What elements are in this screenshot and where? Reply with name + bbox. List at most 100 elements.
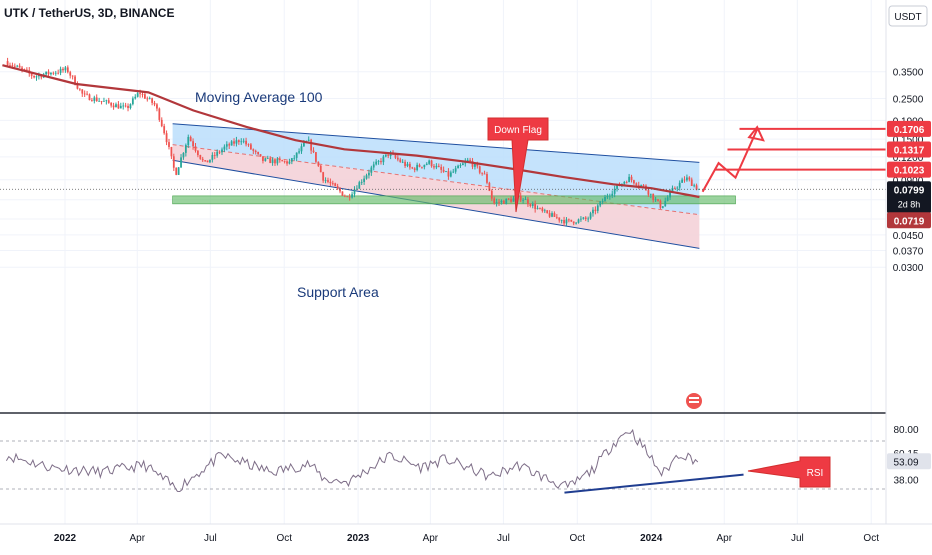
candle-body xyxy=(163,126,166,134)
candle-body xyxy=(192,141,194,147)
candle-body xyxy=(247,144,250,146)
candle-body xyxy=(334,183,337,187)
candle-body xyxy=(575,222,578,224)
flag-icon-stripe xyxy=(689,397,699,399)
candle-body xyxy=(103,100,105,102)
candle-body xyxy=(21,67,23,70)
candle-body xyxy=(466,159,469,162)
candle-body xyxy=(269,158,272,164)
candle-body xyxy=(153,102,156,105)
time-tick-label: Oct xyxy=(570,533,586,544)
candle-body xyxy=(64,67,67,71)
candle-body xyxy=(50,72,52,75)
moving-average-100-line[interactable] xyxy=(2,64,700,199)
candle-body xyxy=(437,165,440,167)
candle-body xyxy=(406,163,409,167)
rsi-pane[interactable] xyxy=(0,428,886,494)
candle-body xyxy=(288,161,291,164)
candle-body xyxy=(78,88,81,90)
candle-body xyxy=(281,160,284,162)
candle-body xyxy=(30,73,33,76)
candle-body xyxy=(447,171,450,177)
candle-body xyxy=(351,194,353,198)
candle-body xyxy=(23,69,26,70)
candle-body xyxy=(274,159,276,164)
currency-button-label: USDT xyxy=(894,12,921,23)
candle-body xyxy=(596,205,599,211)
candle-body xyxy=(11,65,14,67)
candle-body xyxy=(124,105,127,107)
candle-body xyxy=(165,133,168,143)
candle-body xyxy=(6,61,9,66)
candle-body xyxy=(283,161,286,163)
moving-average-price-tag-label: 0.0719 xyxy=(894,216,925,227)
candlestick-series[interactable] xyxy=(6,57,700,226)
candle-body xyxy=(421,166,423,168)
candle-body xyxy=(695,185,698,190)
candle-body xyxy=(365,175,368,179)
candle-body xyxy=(519,195,522,201)
moving-average-price-tag xyxy=(887,212,931,229)
candle-body xyxy=(623,182,626,184)
rsi-current-tag xyxy=(887,453,931,470)
candle-body xyxy=(76,84,79,89)
main-pane[interactable] xyxy=(2,57,736,249)
candle-body xyxy=(204,160,207,162)
candle-body xyxy=(35,76,38,78)
rsi-line[interactable] xyxy=(5,428,699,493)
time-tick-label: Jul xyxy=(791,533,804,544)
target-price-tag xyxy=(887,120,931,137)
candle-body xyxy=(630,176,633,181)
candle-body xyxy=(180,157,182,168)
candle-body xyxy=(553,213,556,217)
support-area-band[interactable] xyxy=(172,195,736,205)
candle-body xyxy=(688,177,691,180)
candle-body xyxy=(38,75,40,77)
candle-body xyxy=(401,161,404,163)
candle-body xyxy=(199,155,202,159)
down-flag-callout xyxy=(487,117,549,213)
candle-body xyxy=(184,145,187,153)
candle-body xyxy=(640,185,643,186)
candle-body xyxy=(396,157,399,160)
candle-body xyxy=(481,172,484,174)
candle-body xyxy=(211,154,214,160)
candle-body xyxy=(416,164,419,170)
time-tick-label: 2022 xyxy=(54,533,77,544)
candle-body xyxy=(235,140,238,144)
candle-body xyxy=(442,169,445,172)
currency-button[interactable] xyxy=(888,5,928,27)
candle-body xyxy=(218,151,221,153)
candle-body xyxy=(423,164,426,168)
candle-body xyxy=(134,96,137,99)
candle-body xyxy=(223,146,226,150)
candle-body xyxy=(59,68,62,73)
candle-body xyxy=(370,167,373,173)
candle-body xyxy=(141,94,144,95)
candle-body xyxy=(286,161,288,164)
candle-body xyxy=(498,201,500,203)
price-tick-label: 0.0450 xyxy=(893,231,924,242)
candle-body xyxy=(577,219,580,223)
candle-body xyxy=(686,177,688,181)
candle-body xyxy=(252,149,255,151)
candle-body xyxy=(107,100,110,103)
candle-body xyxy=(148,98,151,100)
candle-body xyxy=(372,164,375,168)
candle-body xyxy=(471,161,474,167)
candle-body xyxy=(353,189,356,195)
candle-body xyxy=(495,201,498,204)
candle-body xyxy=(18,65,21,68)
annotation-layer: Moving Average 100 Down Flag Support Area R… xyxy=(0,89,886,488)
candle-body xyxy=(693,185,696,187)
candle-body xyxy=(119,105,122,109)
candle-body xyxy=(657,199,659,201)
candle-body xyxy=(189,136,192,142)
candle-body xyxy=(671,187,674,192)
candle-body xyxy=(298,151,300,153)
candle-body xyxy=(262,156,264,161)
candle-body xyxy=(536,208,539,209)
candle-body xyxy=(271,159,274,164)
